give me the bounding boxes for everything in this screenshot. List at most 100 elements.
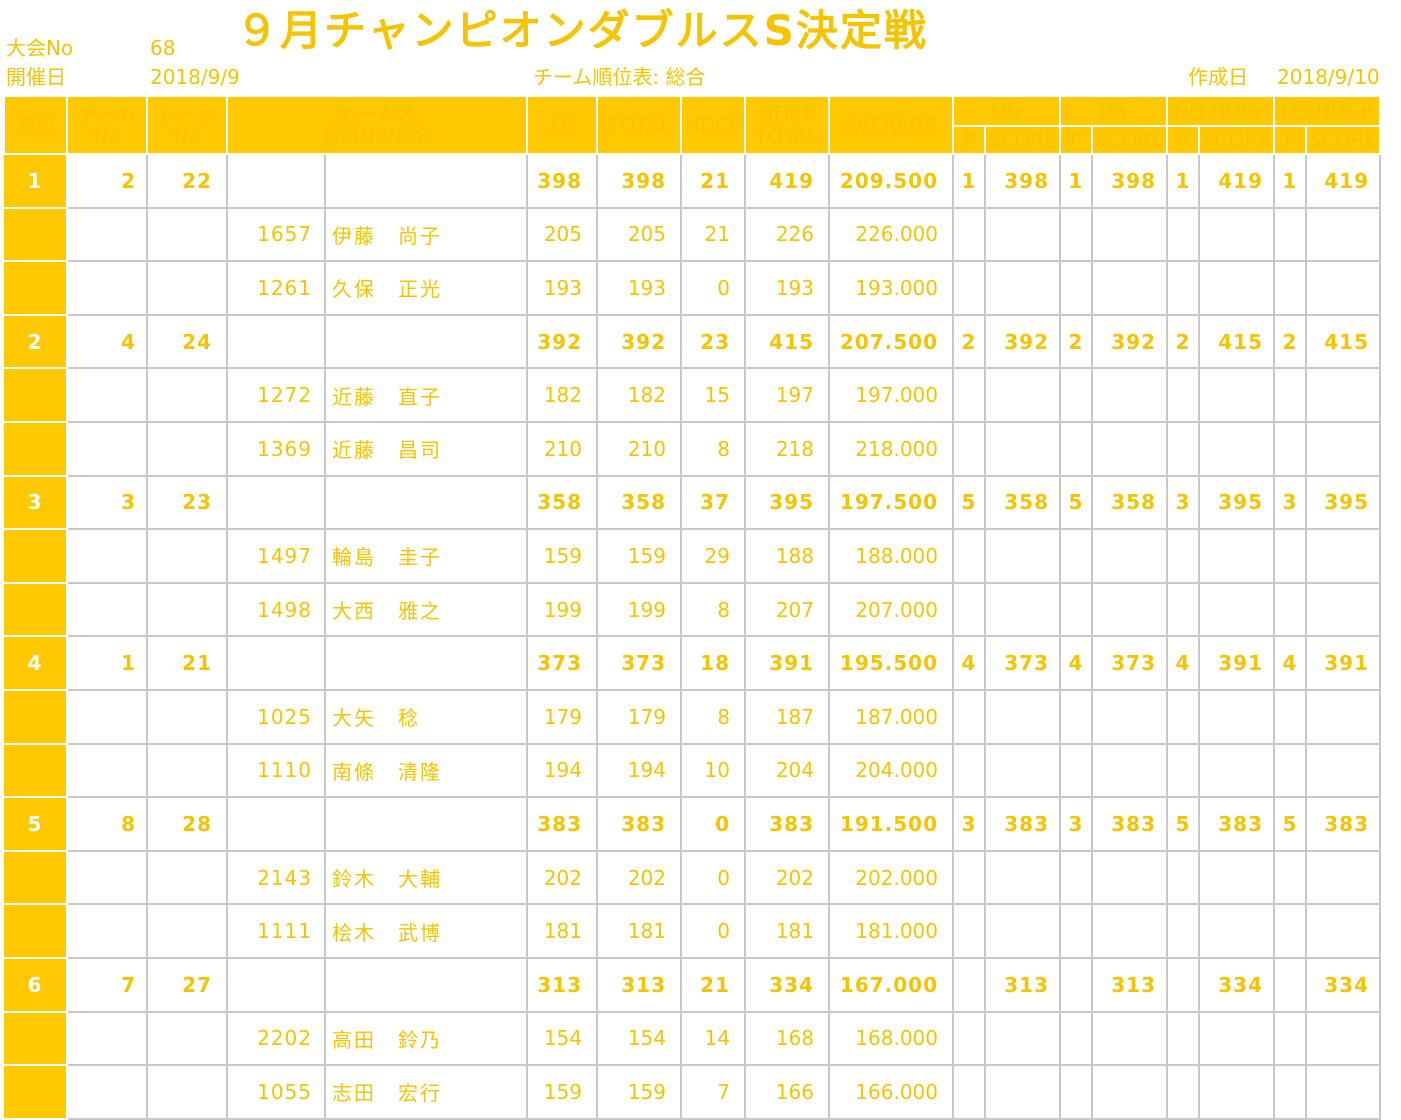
rank-cell-empty	[4, 261, 68, 316]
member-hsh-score	[1306, 421, 1381, 477]
member-total: 199	[597, 582, 682, 638]
member-total: 159	[597, 1065, 682, 1120]
member-average: 207.000	[829, 582, 954, 638]
member-hsh-p	[1274, 850, 1307, 906]
meet-no-label: 大会No	[6, 36, 74, 60]
member-team-no	[67, 689, 148, 745]
member-hgh-score	[1199, 421, 1275, 477]
member-row: 2143 鈴木 大輔 202 202 0 202 202.000	[4, 850, 1381, 906]
hg-hdcp-score: 334	[1199, 957, 1275, 1013]
standings-body: 1 2 22 398 398 21 419 209.500 1 398 1 398 1 419 1 419 16…	[4, 154, 1381, 1120]
member-hg-p	[953, 582, 986, 638]
member-hg-p	[953, 261, 986, 316]
hg-score: 398	[985, 154, 1061, 209]
member-hg-score	[985, 1011, 1061, 1067]
member-lane-no	[147, 207, 228, 263]
team-1g: 358	[527, 475, 598, 531]
member-name: 輪島 圭子	[325, 529, 528, 584]
rank-cell-empty	[4, 850, 68, 906]
lane-no: 27	[147, 957, 228, 1013]
col-1g: 1G	[526, 95, 598, 155]
member-hgh-p	[1167, 850, 1200, 906]
hs-p: 2	[1060, 314, 1093, 370]
team-average: 207.500	[829, 314, 954, 370]
member-row: 1369 近藤 昌司 210 210 8 218 218.000	[4, 421, 1381, 477]
member-hgh-p	[1167, 1065, 1200, 1120]
member-hdcp-total: 207	[745, 582, 830, 638]
member-hg-score	[985, 1065, 1061, 1120]
member-no-blank	[227, 154, 326, 209]
standings-table: 順位 チーム No レーン No チーム名 会員No/氏名 1G TOTAL HDCP…	[3, 95, 1381, 1120]
team-no: 2	[67, 154, 148, 209]
member-hsh-p	[1274, 1065, 1307, 1120]
member-team-no	[67, 421, 148, 477]
rank-cell-empty	[4, 1011, 68, 1067]
created-label: 作成日	[1188, 65, 1248, 89]
team-average: 167.000	[829, 957, 954, 1013]
member-team-no	[67, 904, 148, 959]
team-row: 6 7 27 313 313 21 334 167.000 313 313 334 334	[4, 957, 1381, 1013]
hg-score: 392	[985, 314, 1061, 370]
member-no: 1055	[227, 1065, 326, 1120]
member-hs-score	[1092, 261, 1168, 316]
rank-cell-empty	[4, 904, 68, 959]
member-hdcp-total: 202	[745, 850, 830, 906]
lane-no: 21	[147, 636, 228, 691]
hs-hdcp-score: 391	[1306, 636, 1381, 691]
member-hgh-p	[1167, 261, 1200, 316]
rank-cell-empty	[4, 368, 68, 423]
col-hdcp: HDCP	[680, 95, 746, 155]
member-no-blank	[227, 314, 326, 370]
member-hsh-p	[1274, 421, 1307, 477]
member-row: 1272 近藤 直子 182 182 15 197 197.000	[4, 368, 1381, 423]
team-total: 373	[597, 636, 682, 691]
member-hsh-p	[1274, 1011, 1307, 1067]
member-hs-score	[1092, 1065, 1168, 1120]
col-average: AVERAGE	[828, 95, 954, 155]
member-hgh-p	[1167, 1011, 1200, 1067]
member-hs-p	[1060, 850, 1093, 906]
member-hgh-score	[1199, 689, 1275, 745]
member-hdcp: 8	[681, 421, 746, 477]
member-row: 1110 南條 清隆 194 194 10 204 204.000	[4, 743, 1381, 799]
member-1g: 194	[527, 743, 598, 799]
hs-hdcp-score: 334	[1306, 957, 1381, 1013]
team-hdcp: 23	[681, 314, 746, 370]
hs-score: 383	[1092, 797, 1168, 852]
hs-hdcp-p: 1	[1274, 154, 1307, 209]
member-row: 2202 高田 鈴乃 154 154 14 168 168.000	[4, 1011, 1381, 1067]
member-hg-p	[953, 529, 986, 584]
member-row: 1261 久保 正光 193 193 0 193 193.000	[4, 261, 1381, 316]
hs-p: 5	[1060, 475, 1093, 531]
member-hdcp: 29	[681, 529, 746, 584]
col-hgh-score: SCORE	[1198, 125, 1275, 155]
team-name	[325, 797, 528, 852]
member-hgh-p	[1167, 529, 1200, 584]
member-total: 205	[597, 207, 682, 263]
col-team-no: チーム No	[66, 95, 148, 155]
member-no: 1272	[227, 368, 326, 423]
hg-p	[953, 957, 986, 1013]
team-average: 195.500	[829, 636, 954, 691]
hs-hdcp-score: 395	[1306, 475, 1381, 531]
member-row: 1111 桧木 武博 181 181 0 181 181.000	[4, 904, 1381, 959]
team-hdcp-total: 383	[745, 797, 830, 852]
hg-score: 313	[985, 957, 1061, 1013]
member-name: 大西 雅之	[325, 582, 528, 638]
member-hg-p	[953, 207, 986, 263]
team-total: 358	[597, 475, 682, 531]
member-hs-p	[1060, 689, 1093, 745]
member-hs-p	[1060, 904, 1093, 959]
member-hsh-p	[1274, 743, 1307, 799]
member-hs-score	[1092, 904, 1168, 959]
team-hdcp-total: 419	[745, 154, 830, 209]
member-team-no	[67, 582, 148, 638]
member-name: 伊藤 尚子	[325, 207, 528, 263]
member-total: 210	[597, 421, 682, 477]
team-average: 191.500	[829, 797, 954, 852]
hs-score: 392	[1092, 314, 1168, 370]
member-hgh-score	[1199, 850, 1275, 906]
hg-p: 5	[953, 475, 986, 531]
team-row: 3 3 23 358 358 37 395 197.500 5 358 5 358 3 395 3 395	[4, 475, 1381, 531]
member-hs-score	[1092, 1011, 1168, 1067]
